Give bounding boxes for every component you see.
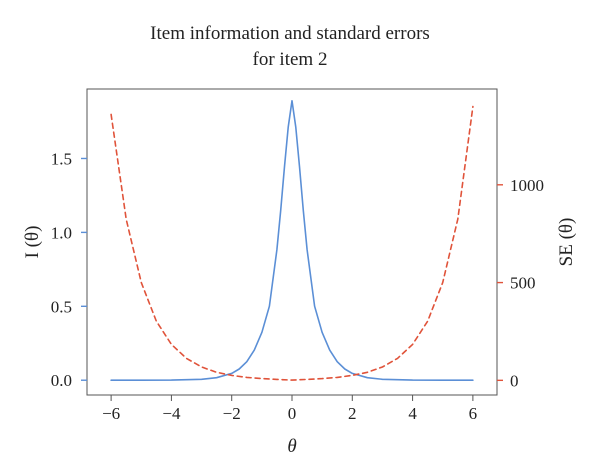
y-left-tick-label: 0.5 — [51, 297, 72, 316]
x-tick-label: −2 — [223, 404, 241, 423]
x-tick-label: 6 — [469, 404, 478, 423]
x-tick-label: 0 — [288, 404, 297, 423]
information-line — [110, 100, 474, 381]
x-tick-label: −6 — [102, 404, 120, 423]
chart-title-line-1: Item information and standard errors — [150, 23, 430, 44]
x-axis-label: θ — [287, 436, 296, 457]
standard-error-line — [110, 105, 474, 381]
y-axis-right-label: SE (θ) — [556, 218, 577, 267]
y-right-tick-label: 500 — [510, 274, 536, 293]
x-tick-label: −4 — [162, 404, 181, 423]
y-left-tick-label: 0.0 — [51, 371, 72, 390]
x-tick-label: 2 — [348, 404, 357, 423]
y-left-tick-label: 1.0 — [51, 223, 72, 242]
x-tick-label: 4 — [408, 404, 417, 423]
series-layer — [110, 100, 474, 381]
y-axis-left-ticks: 0.0 0.5 1.0 1.5 — [51, 149, 87, 390]
y-left-tick-label: 1.5 — [51, 149, 72, 168]
chart-title-line-2: for item 2 — [253, 49, 328, 70]
y-right-tick-label: 0 — [510, 371, 519, 390]
y-axis-left-label: I (θ) — [22, 226, 43, 259]
y-axis-right-ticks: 0 500 1000 — [497, 176, 544, 390]
y-right-tick-label: 1000 — [510, 176, 544, 195]
plot-frame — [86, 88, 498, 396]
x-axis-ticks: −6 −4 −2 0 2 4 6 — [102, 395, 477, 423]
